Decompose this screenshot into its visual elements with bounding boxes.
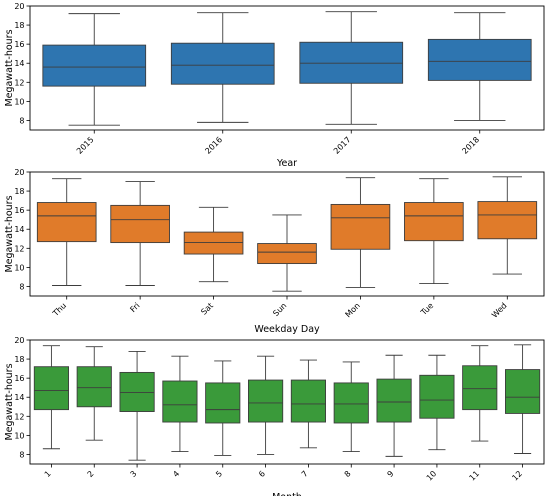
box-2017	[299, 11, 404, 125]
x-tick-label: 8	[343, 469, 353, 479]
x-tick-label: 9	[386, 469, 396, 479]
y-tick-label: 14	[14, 59, 24, 68]
iqr-box	[257, 243, 317, 265]
iqr-box	[404, 202, 464, 242]
y-tick-label: 12	[14, 78, 24, 87]
y-tick-label: 20	[14, 2, 24, 11]
box-4	[162, 355, 198, 453]
box-Tue	[404, 178, 464, 285]
y-tick-label: 16	[14, 40, 24, 49]
x-axis-title: Month	[272, 492, 302, 496]
x-tick-label: 7	[300, 469, 310, 479]
box-6	[247, 355, 284, 455]
plot-frame	[29, 5, 545, 131]
box-Fri	[110, 181, 170, 286]
x-tick-label: 2	[86, 469, 96, 479]
box-11	[462, 345, 498, 442]
box-Mon	[330, 177, 391, 288]
iqr-box	[42, 44, 147, 87]
box-Sat	[183, 206, 244, 283]
iqr-box	[330, 203, 391, 250]
y-tick-label: 16	[14, 374, 24, 383]
iqr-box	[119, 371, 155, 412]
y-tick-label: 8	[19, 282, 24, 291]
box-8	[333, 361, 369, 453]
iqr-box	[76, 366, 112, 408]
iqr-box	[477, 201, 538, 240]
x-tick-label: 6	[257, 469, 267, 479]
box-Thu	[36, 178, 97, 286]
box-2018	[427, 12, 532, 121]
y-axis-title: Megawatt-hours	[4, 29, 15, 106]
iqr-box	[333, 382, 369, 424]
y-tick-label: 20	[14, 168, 24, 177]
iqr-box	[247, 379, 284, 423]
iqr-box	[205, 382, 241, 424]
y-tick-label: 16	[14, 206, 24, 215]
x-tick-label: 5	[214, 469, 224, 479]
y-axis-title: Megawatt-hours	[4, 195, 15, 272]
x-tick-label: 1	[43, 469, 53, 479]
iqr-box	[299, 41, 404, 84]
y-tick-label: 20	[14, 336, 24, 345]
box-Sun	[257, 214, 317, 292]
box-7	[290, 359, 326, 449]
x-tick-label: 3	[129, 469, 139, 479]
box-5	[205, 360, 241, 456]
box-2016	[170, 12, 275, 123]
y-tick-label: 10	[14, 431, 24, 440]
box-1	[33, 345, 69, 450]
box-12	[505, 344, 541, 454]
y-axis-title: Megawatt-hours	[4, 363, 15, 440]
iqr-box	[427, 38, 532, 81]
iqr-box	[33, 366, 69, 411]
y-tick-label: 18	[14, 187, 24, 196]
box-Wed	[477, 176, 538, 275]
iqr-box	[505, 369, 541, 414]
plot-frame	[29, 339, 545, 465]
iqr-box	[110, 204, 170, 244]
box-3	[119, 350, 155, 461]
y-tick-label: 18	[14, 355, 24, 364]
x-tick-label: 4	[171, 469, 181, 479]
y-tick-label: 12	[14, 244, 24, 253]
plot-frame	[29, 171, 545, 297]
y-tick-label: 10	[14, 263, 24, 272]
x-axis-title: Year	[276, 158, 297, 169]
iqr-box	[376, 378, 412, 423]
box-2	[76, 346, 112, 441]
y-tick-label: 8	[19, 116, 24, 125]
y-tick-label: 14	[14, 225, 24, 234]
iqr-box	[162, 380, 198, 423]
y-tick-label: 12	[14, 412, 24, 421]
iqr-box	[183, 231, 244, 255]
iqr-box	[419, 374, 455, 419]
y-tick-label: 14	[14, 393, 24, 402]
box-2015	[42, 13, 147, 126]
x-axis-title: Weekday Day	[254, 324, 320, 335]
iqr-box	[290, 379, 326, 423]
iqr-box	[462, 365, 498, 411]
box-10	[419, 354, 455, 451]
iqr-box	[170, 42, 275, 85]
y-tick-label: 18	[14, 21, 24, 30]
chart-panel-3: 8101214161820123456789101112MonthMegawat…	[4, 336, 545, 496]
iqr-box	[36, 202, 97, 243]
y-tick-label: 8	[19, 450, 24, 459]
y-tick-label: 10	[14, 97, 24, 106]
box-9	[376, 354, 412, 457]
